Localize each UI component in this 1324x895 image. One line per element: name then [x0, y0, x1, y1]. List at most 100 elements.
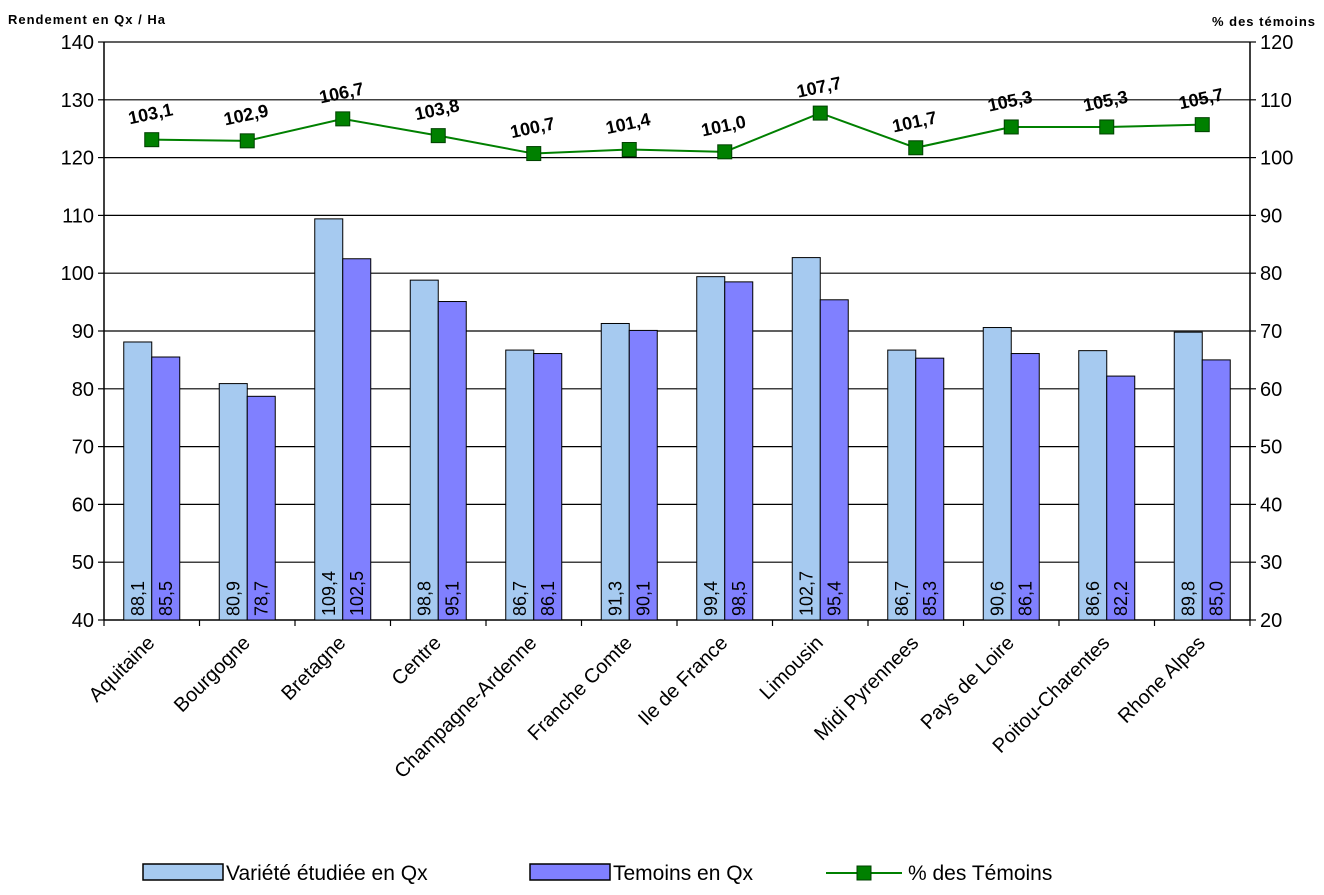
- bar-temoins: [533, 353, 563, 621]
- bar-value-label: 78,7: [251, 581, 271, 616]
- left-tick-label: 130: [61, 90, 94, 112]
- percent-marker: [1003, 119, 1019, 135]
- bar-value-label: 85,3: [920, 581, 940, 616]
- bar-temoins: [819, 299, 849, 621]
- category-label: Rhone Alpes: [1114, 632, 1210, 728]
- left-tick-label: 120: [61, 148, 94, 170]
- percent-value-label: 101,0: [699, 111, 747, 140]
- percent-value-label: 101,4: [604, 109, 652, 138]
- bar-value-label: 80,9: [223, 581, 243, 616]
- category-label: Pays de Loire: [917, 632, 1019, 734]
- bar-variete: [409, 279, 439, 621]
- left-tick-label: 70: [72, 437, 94, 459]
- percent-marker: [1099, 119, 1115, 135]
- bar-variete: [1078, 350, 1108, 621]
- legend-swatch-variete: [142, 863, 224, 881]
- bar-variete: [218, 383, 248, 621]
- category-label: Bourgogne: [170, 632, 255, 717]
- percent-value-label: 106,7: [317, 79, 365, 108]
- right-tick-label: 100: [1260, 148, 1293, 170]
- bar-variete: [1173, 331, 1203, 621]
- right-tick-label: 120: [1260, 32, 1293, 54]
- left-tick-label: 100: [61, 263, 94, 285]
- left-tick-label: 90: [72, 321, 94, 343]
- bar-variete: [982, 327, 1012, 621]
- bar-value-label: 98,8: [414, 581, 434, 616]
- bar-value-label: 86,1: [1015, 581, 1035, 616]
- left-tick-label: 140: [61, 32, 94, 54]
- bar-value-label: 102,7: [796, 571, 816, 616]
- bar-temoins: [1106, 375, 1136, 621]
- left-tick-label: 50: [72, 552, 94, 574]
- bar-variete: [123, 341, 153, 621]
- left-tick-label: 110: [62, 205, 94, 227]
- legend-label-variete: Variété étudiée en Qx: [226, 862, 428, 885]
- category-label: Franche Comte: [524, 632, 637, 745]
- bar-variete: [887, 349, 917, 621]
- bar-value-label: 86,7: [510, 581, 530, 616]
- left-tick-label: 60: [72, 494, 94, 516]
- bar-value-label: 91,3: [605, 581, 625, 616]
- percent-marker: [335, 111, 351, 127]
- right-tick-label: 110: [1260, 90, 1292, 112]
- category-label: Ile de France: [634, 632, 732, 730]
- bar-value-label: 90,6: [987, 581, 1007, 616]
- bar-value-label: 88,1: [128, 581, 148, 616]
- gridlines: [104, 41, 1250, 563]
- bar-temoins: [246, 395, 276, 621]
- percent-marker: [144, 132, 160, 148]
- right-tick-label: 80: [1260, 263, 1282, 285]
- bar-variete: [791, 257, 821, 621]
- bar-temoins: [1010, 353, 1040, 621]
- percent-value-label: 100,7: [508, 113, 556, 142]
- bar-variete: [314, 218, 344, 621]
- category-label: Centre: [388, 632, 446, 690]
- category-label: Midi Pyrennees: [810, 632, 923, 745]
- bar-temoins: [1201, 359, 1231, 621]
- left-tick-label: 40: [72, 610, 94, 632]
- legend-marker-percent: [856, 865, 872, 881]
- bar-value-label: 85,0: [1206, 581, 1226, 616]
- bar-value-label: 102,5: [347, 571, 367, 616]
- category-label: Aquitaine: [85, 632, 160, 707]
- bar-temoins: [724, 281, 754, 621]
- percent-value-label: 101,7: [890, 107, 938, 136]
- percent-value-label: 105,3: [986, 87, 1034, 116]
- legend-label-temoins: Temoins en Qx: [613, 862, 754, 885]
- percent-value-label: 107,7: [795, 73, 843, 102]
- right-tick-label: 30: [1260, 552, 1282, 574]
- percent-marker: [908, 140, 924, 156]
- percent-value-label: 102,9: [222, 101, 270, 130]
- percent-line-path: [151, 112, 1203, 155]
- right-tick-label: 20: [1260, 610, 1282, 632]
- right-tick-label: 90: [1260, 205, 1282, 227]
- right-tick-label: 40: [1260, 494, 1282, 516]
- right-tick-label: 60: [1260, 379, 1282, 401]
- right-tick-label: 50: [1260, 437, 1282, 459]
- left-tick-label: 80: [72, 379, 94, 401]
- percent-value-label: 105,3: [1081, 87, 1129, 116]
- percent-marker: [1194, 117, 1210, 133]
- bar-temoins: [437, 301, 467, 621]
- bar-temoins: [342, 258, 372, 621]
- bar-value-label: 109,4: [319, 571, 339, 616]
- bar-temoins: [628, 329, 658, 621]
- legend-label-percent: % des Témoins: [908, 862, 1052, 885]
- right-axis-title: % des témoins: [1212, 14, 1316, 29]
- bar-variete: [505, 349, 535, 621]
- percent-value-label: 103,1: [126, 99, 174, 128]
- bar-value-label: 95,4: [824, 581, 844, 616]
- category-label: Limousin: [756, 632, 828, 704]
- bar-value-label: 90,1: [633, 581, 653, 616]
- percent-marker: [239, 133, 255, 149]
- bar-value-label: 99,4: [701, 581, 721, 616]
- bar-temoins: [915, 357, 945, 621]
- bars: 88,1 85,5 80,9 78,7 109,4 102,5 98,8 95,1 86,7 86…: [123, 218, 1231, 621]
- percent-marker: [621, 142, 637, 158]
- left-axis-title: Rendement en Qx / Ha: [8, 12, 166, 27]
- legend: Variété étudiée en Qx Temoins en Qx % des …: [142, 862, 1052, 885]
- right-tick-label: 70: [1260, 321, 1282, 343]
- bar-value-label: 82,2: [1111, 581, 1131, 616]
